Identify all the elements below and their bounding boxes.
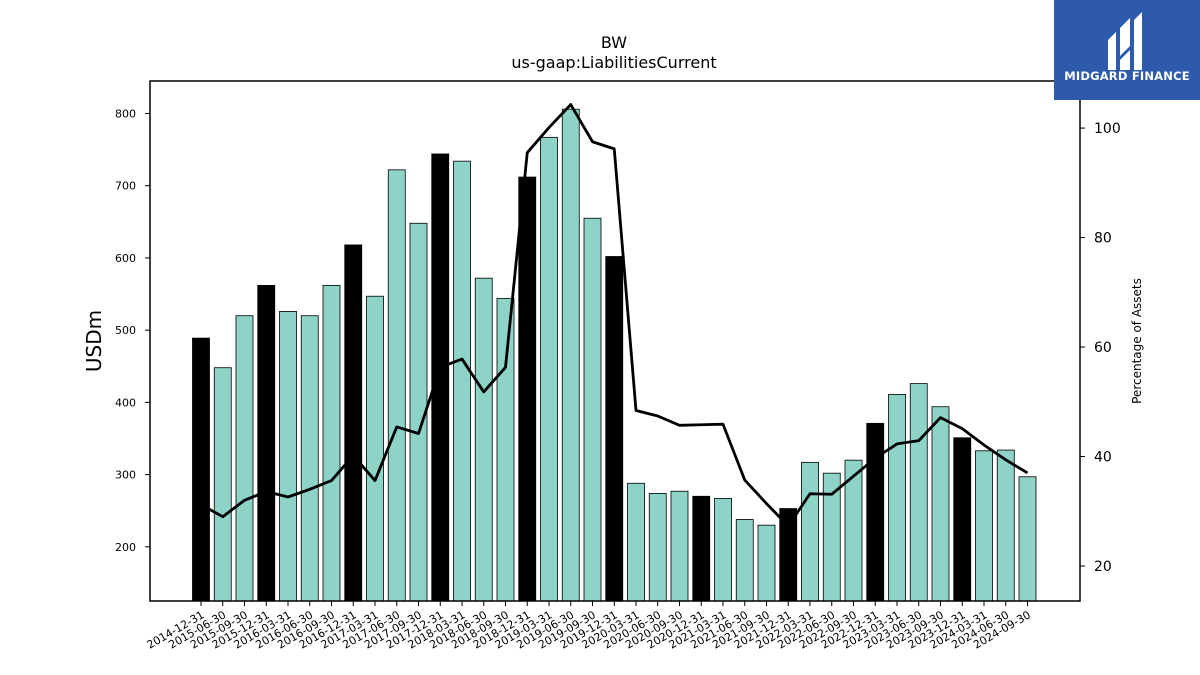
y-axis-label-left: USDm [82,310,106,372]
chart-title: BW [601,33,627,52]
bar-2016-03-31 [279,310,297,602]
bar-2016-12-31 [344,244,363,602]
bar-2019-03-31 [540,136,558,602]
chart-subtitle: us-gaap:LiabilitiesCurrent [511,53,716,72]
y-tick-label: 200 [115,541,136,554]
bar-2015-09-30 [235,315,254,602]
plot-frame [149,80,1081,602]
line-series [200,103,1029,528]
bar-2014-12-31 [192,337,210,602]
bar-2019-06-30 [561,108,580,602]
bar-2021-06-30 [735,518,754,602]
bar-2021-09-30 [757,524,776,602]
bar-2024-03-31 [975,450,993,602]
bar-2018-09-30 [496,297,515,602]
bar-2020-03-31 [627,482,645,602]
bar-2018-03-31 [453,160,471,602]
y2-tick-label: 20 [1094,559,1112,575]
y-tick-label: 400 [115,396,136,409]
logo-text: MIDGARD FINANCE [1064,69,1190,83]
y-axis-left: 200 300 400 500 600 700 800 [115,108,150,554]
y-tick-label: 600 [115,252,136,265]
bar-2020-09-30 [670,490,689,602]
bar-2017-12-31 [431,153,450,602]
bar-2023-12-31 [953,437,972,602]
y-tick-label: 800 [115,108,136,121]
bar-2017-03-31 [366,295,384,602]
bar-2024-06-30 [996,449,1015,602]
brand-logo: MIDGARD FINANCE [1054,0,1200,100]
bar-2015-06-30 [213,367,232,602]
bar-2021-12-31 [779,508,798,602]
bar-2019-12-31 [605,256,624,602]
bar-2023-03-31 [888,394,906,602]
bar-2022-06-30 [822,472,841,602]
bar-2015-12-31 [257,284,276,602]
bar-2023-06-30 [909,383,928,602]
logo-mark-icon [1108,12,1142,70]
bar-2018-06-30 [474,277,493,602]
y-tick-label: 700 [115,180,136,193]
bar-2018-12-31 [518,176,537,602]
y2-tick-label: 100 [1094,121,1121,137]
y2-tick-label: 80 [1094,231,1112,247]
bar-2020-12-31 [692,495,711,602]
bar-2019-09-30 [583,217,602,602]
percentage-line [200,103,1029,528]
bar-2016-06-30 [300,315,319,602]
bar-2022-03-31 [801,461,819,602]
y-axis-right: 20 40 60 80 100 [1080,121,1121,575]
bar-2022-12-31 [866,422,885,602]
x-axis: 2014-12-312015-06-302015-09-302015-12-31… [145,601,1033,652]
y-tick-label: 300 [115,469,136,482]
bar-2016-09-30 [322,284,341,602]
bar-2021-03-31 [714,498,732,602]
bar-2024-09-30 [1018,476,1037,602]
bar-2023-09-30 [931,406,950,602]
bar-series [192,108,1037,602]
y-tick-label: 500 [115,324,136,337]
bar-2020-06-30 [648,492,667,602]
bar-2017-06-30 [387,169,406,602]
y-axis-label-right: Percentage of Assets [1130,278,1144,404]
y2-tick-label: 40 [1094,449,1112,465]
y2-tick-label: 60 [1094,340,1112,356]
